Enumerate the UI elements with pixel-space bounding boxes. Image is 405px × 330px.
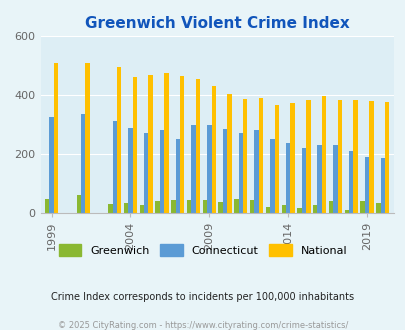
Bar xyxy=(317,145,321,213)
Bar xyxy=(375,203,379,213)
Bar xyxy=(202,201,207,213)
Bar xyxy=(49,117,54,213)
Bar xyxy=(222,129,227,213)
Bar xyxy=(81,114,85,213)
Bar xyxy=(384,102,388,213)
Bar xyxy=(139,206,144,213)
Bar xyxy=(321,96,326,213)
Bar xyxy=(249,201,254,213)
Bar xyxy=(258,98,262,213)
Bar xyxy=(85,63,90,213)
Bar xyxy=(328,201,333,213)
Bar xyxy=(274,106,278,213)
Text: © 2025 CityRating.com - https://www.cityrating.com/crime-statistics/: © 2025 CityRating.com - https://www.city… xyxy=(58,321,347,330)
Bar xyxy=(234,199,238,213)
Bar xyxy=(171,200,175,213)
Bar xyxy=(155,201,160,213)
Bar xyxy=(305,100,310,213)
Bar xyxy=(128,127,132,213)
Bar xyxy=(124,203,128,213)
Bar xyxy=(45,199,49,213)
Bar xyxy=(160,130,164,213)
Bar xyxy=(148,75,153,213)
Bar xyxy=(112,121,117,213)
Bar xyxy=(312,205,317,213)
Bar xyxy=(144,133,148,213)
Bar xyxy=(348,151,353,213)
Bar xyxy=(195,79,200,213)
Bar xyxy=(132,77,137,213)
Bar xyxy=(218,202,222,213)
Bar xyxy=(265,207,270,213)
Bar xyxy=(285,143,290,213)
Bar xyxy=(164,73,168,213)
Bar xyxy=(254,130,258,213)
Bar xyxy=(337,100,341,213)
Bar xyxy=(243,99,247,213)
Bar xyxy=(77,195,81,213)
Bar xyxy=(227,94,231,213)
Bar xyxy=(207,124,211,213)
Text: Crime Index corresponds to incidents per 100,000 inhabitants: Crime Index corresponds to incidents per… xyxy=(51,292,354,302)
Bar xyxy=(238,133,243,213)
Legend: Greenwich, Connecticut, National: Greenwich, Connecticut, National xyxy=(54,240,351,260)
Bar xyxy=(353,100,357,213)
Bar xyxy=(270,139,274,213)
Bar xyxy=(333,145,337,213)
Bar xyxy=(296,209,301,213)
Bar xyxy=(211,86,215,213)
Title: Greenwich Violent Crime Index: Greenwich Violent Crime Index xyxy=(85,16,349,31)
Bar xyxy=(281,205,285,213)
Bar xyxy=(379,158,384,213)
Bar xyxy=(175,139,179,213)
Bar xyxy=(301,148,305,213)
Bar xyxy=(360,201,364,213)
Bar xyxy=(344,210,348,213)
Bar xyxy=(117,67,121,213)
Bar xyxy=(108,204,112,213)
Bar xyxy=(179,76,184,213)
Bar xyxy=(290,103,294,213)
Bar xyxy=(54,63,58,213)
Bar xyxy=(368,101,373,213)
Bar xyxy=(191,124,195,213)
Bar xyxy=(364,157,368,213)
Bar xyxy=(186,201,191,213)
